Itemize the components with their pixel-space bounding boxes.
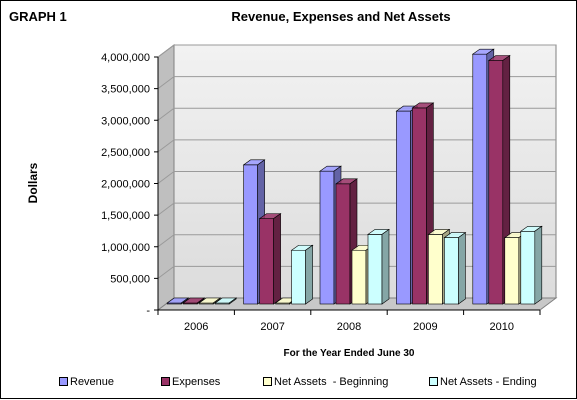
- x-tick-label: 2009: [413, 321, 437, 333]
- legend-label: Revenue: [70, 376, 115, 388]
- bar-net-assets-ending-2010: [519, 225, 543, 305]
- legend-swatch: [429, 376, 438, 386]
- bar-net-assets-ending-2007: [290, 244, 314, 305]
- legend-label: Net Assets - Beginning: [274, 376, 389, 388]
- legend-item: Revenue: [59, 376, 114, 388]
- bar-net-assets-beginning-2006: [198, 297, 222, 305]
- gridline: [157, 76, 556, 90]
- bar-expenses-2007: [258, 213, 282, 305]
- legend-swatch: [161, 376, 170, 386]
- legend-label: Expenses: [172, 376, 221, 388]
- y-tick-label: 1,000,000: [101, 242, 150, 254]
- y-tick-label: -: [146, 305, 150, 317]
- graph-label: GRAPH 1: [9, 9, 67, 24]
- x-tick-label: 2008: [337, 321, 361, 333]
- y-tick-label: 3,000,000: [101, 115, 150, 127]
- y-tick-label: 3,500,000: [101, 84, 150, 96]
- bar-net-assets-ending-2008: [367, 228, 390, 305]
- gridline: [157, 44, 556, 58]
- x-tick-label: 2006: [184, 321, 208, 333]
- bar-expenses-2006: [182, 297, 206, 305]
- y-axis-title: Dollars: [26, 162, 40, 203]
- legend-item: Expenses: [161, 376, 220, 388]
- x-tick-label: 2010: [490, 321, 514, 333]
- legend-swatch: [263, 376, 272, 386]
- x-tick-label: 2007: [260, 321, 284, 333]
- y-tick-label: 1,500,000: [101, 210, 150, 222]
- chart-legend: Revenue Expenses Net Assets - Beginning Net…: [1, 376, 577, 392]
- bar-net-assets-ending-2006: [214, 297, 238, 305]
- y-tick-label: 2,000,000: [101, 179, 150, 191]
- bar-net-assets-ending-2009: [443, 232, 467, 305]
- legend-label: Net Assets - Ending: [440, 376, 537, 388]
- y-tick-label: 500,000: [110, 273, 150, 285]
- bar-revenue-2006: [166, 297, 190, 305]
- legend-item: Net Assets - Beginning: [263, 376, 388, 388]
- bar-expenses-2010: [487, 54, 511, 305]
- chart-title: Revenue, Expenses and Net Assets: [231, 9, 451, 24]
- legend-swatch: [59, 376, 68, 386]
- legend-item: Net Assets - Ending: [429, 376, 537, 388]
- y-tick-label: 2,500,000: [101, 147, 150, 159]
- y-tick-label: 4,000,000: [101, 52, 150, 64]
- x-axis-title: For the Year Ended June 30: [284, 348, 415, 359]
